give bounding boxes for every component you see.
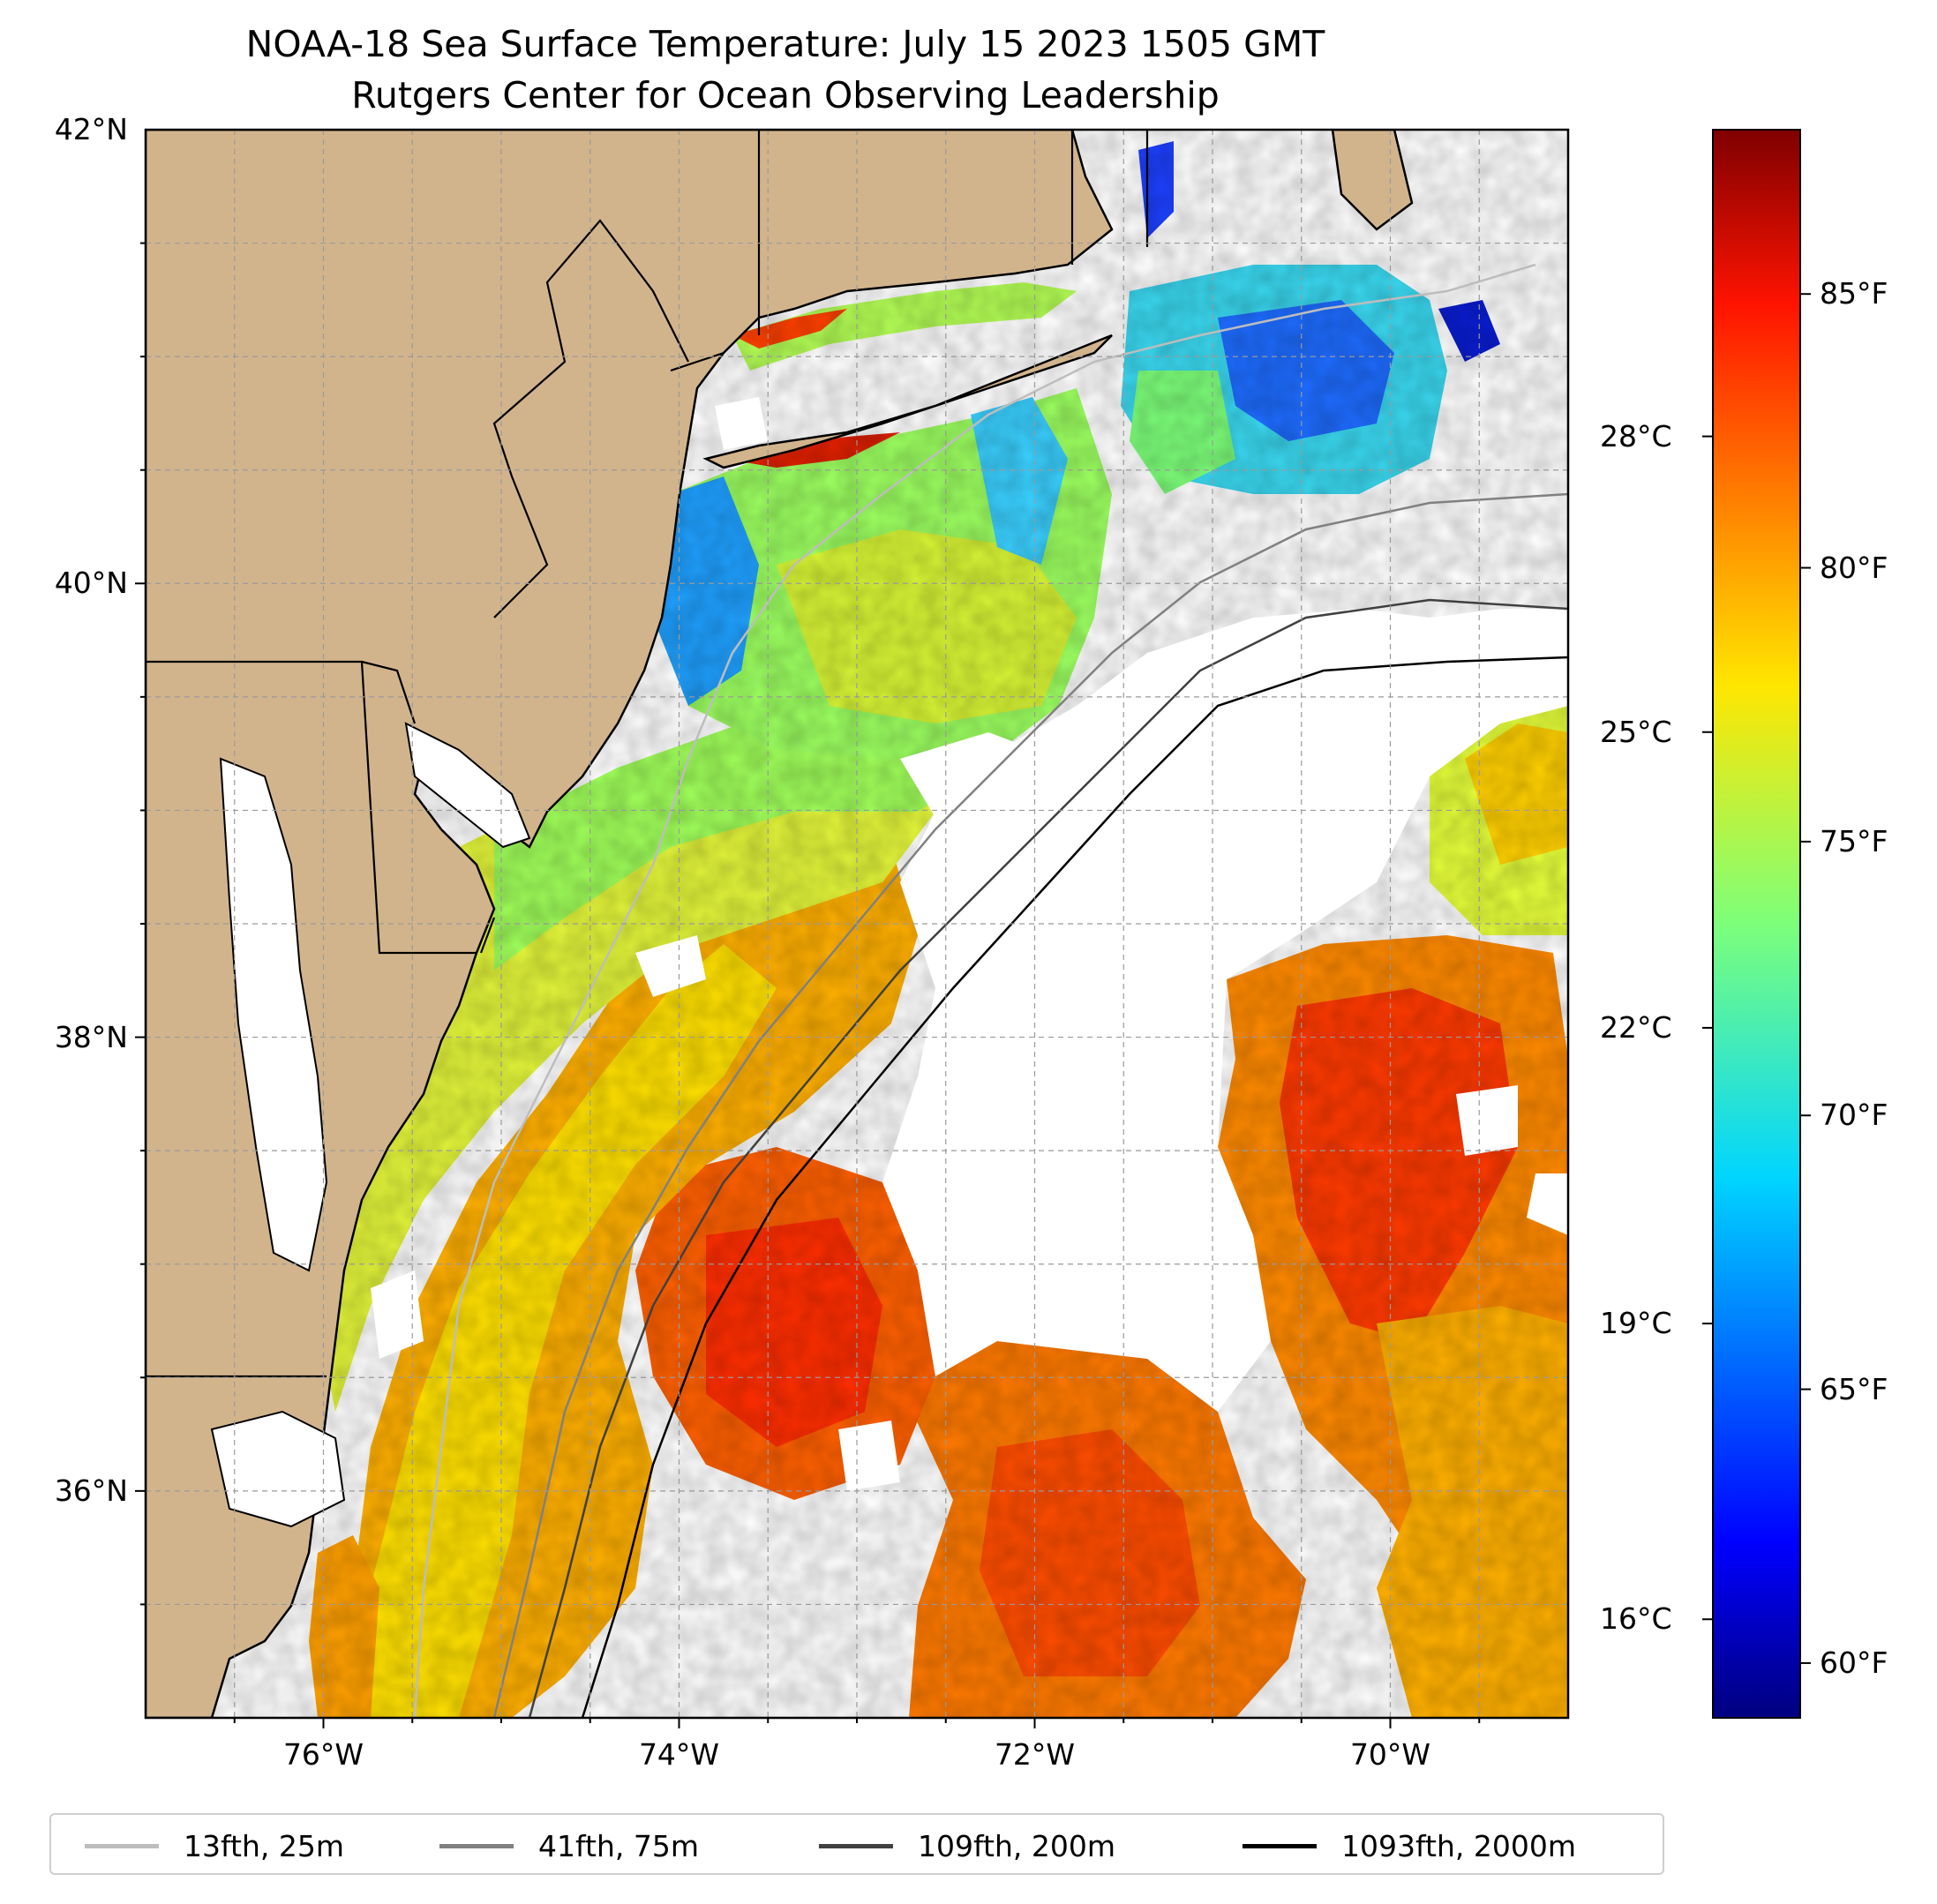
colorbar-label-c: 19°C: [1600, 1306, 1672, 1341]
lon-tick-label: 74°W: [638, 1737, 720, 1772]
colorbar-label-c: 22°C: [1600, 1009, 1672, 1045]
colorbar-label-f: 75°F: [1820, 823, 1888, 858]
legend-label: 41fth, 75m: [538, 1828, 699, 1863]
colorbar-label-f: 60°F: [1820, 1645, 1888, 1680]
colorbar-label-f: 80°F: [1820, 550, 1888, 585]
lat-tick-label: 38°N: [54, 1019, 128, 1054]
contour-25m: [413, 263, 1536, 1718]
gridlines: [146, 130, 1568, 1718]
lat-tick-label: 36°N: [54, 1473, 128, 1508]
cloud-gaps: [371, 397, 1568, 1491]
map-area: [146, 130, 1568, 1718]
legend-swatch: [819, 1843, 893, 1848]
legend-swatch: [439, 1843, 514, 1848]
legend-item-25m: 13fth, 25m: [85, 1815, 344, 1877]
bays: [210, 722, 531, 1528]
map-ticks: [135, 242, 1481, 1728]
legend-label: 109fth, 200m: [918, 1828, 1115, 1863]
colorbar-label-c: 16°C: [1600, 1601, 1672, 1637]
colorbar: [1712, 129, 1801, 1719]
colorbar-label-f: 65°F: [1820, 1371, 1888, 1406]
map-title: NOAA-18 Sea Surface Temperature: July 15…: [245, 23, 1325, 65]
lon-tick-label: 70°W: [1349, 1737, 1431, 1772]
colorbar-label-f: 70°F: [1820, 1098, 1888, 1133]
bathymetry-contours: [413, 263, 1568, 1718]
contour-2000m: [581, 656, 1568, 1718]
legend-item-75m: 41fth, 75m: [439, 1815, 699, 1877]
lon-tick-label: 72°W: [994, 1737, 1076, 1772]
lon-tick-label: 76°W: [282, 1737, 364, 1772]
land-long-island: [702, 334, 1113, 469]
legend-swatch: [85, 1843, 159, 1848]
contour-75m: [492, 492, 1568, 1718]
colorbar-label-f: 85°F: [1820, 276, 1888, 311]
contour-legend: 13fth, 25m 41fth, 75m 109fth, 200m 1093f…: [49, 1813, 1664, 1875]
land-cape-cod: [1331, 130, 1414, 231]
contour-200m: [528, 598, 1568, 1718]
colorbar-label-c: 28°C: [1600, 418, 1672, 454]
map-subtitle: Rutgers Center for Ocean Observing Leade…: [351, 74, 1220, 116]
legend-label: 13fth, 25m: [184, 1828, 344, 1863]
legend-label: 1093fth, 2000m: [1341, 1828, 1576, 1863]
legend-item-2000m: 1093fth, 2000m: [1243, 1815, 1576, 1877]
state-borders: [146, 130, 1149, 1378]
lat-tick-label: 40°N: [54, 566, 128, 601]
legend-swatch: [1243, 1843, 1317, 1848]
colorbar-ticks: [1702, 293, 1811, 1664]
lat-tick-label: 42°N: [54, 112, 128, 146]
legend-item-200m: 109fth, 200m: [819, 1815, 1115, 1877]
colorbar-label-c: 25°C: [1600, 714, 1672, 749]
